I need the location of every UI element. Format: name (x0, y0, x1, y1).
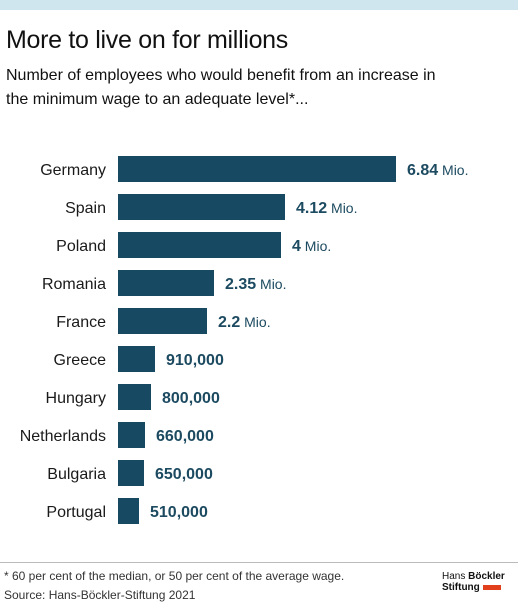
bar-spain (118, 194, 285, 220)
chart-title: More to live on for millions (6, 26, 288, 54)
bar-hungary (118, 384, 151, 410)
bar-france (118, 308, 207, 334)
chart-subtitle: Number of employees who would benefit fr… (6, 67, 436, 108)
value-label-netherlands: 660,000 (156, 428, 214, 445)
category-label-germany: Germany (40, 162, 106, 179)
value-label-germany: 6.84 Mio. (407, 162, 468, 179)
hans-boeckler-logo: Hans Böckler Stiftung (442, 571, 512, 593)
footnote: * 60 per cent of the median, or 50 per c… (4, 569, 345, 583)
source-note: Source: Hans-Böckler-Stiftung 2021 (4, 588, 196, 602)
category-label-romania: Romania (42, 276, 106, 293)
bar-poland (118, 232, 281, 258)
category-label-greece: Greece (54, 352, 107, 369)
value-label-greece: 910,000 (166, 352, 224, 369)
category-label-spain: Spain (65, 200, 106, 217)
logo-text-boeckler: Böckler (468, 571, 505, 582)
top-accent-bar (0, 0, 518, 10)
footer-divider (0, 562, 518, 563)
bar-chart: Germany 6.84 Mio. Spain 4.12 Mio. Poland 4 Mi… (20, 156, 468, 524)
category-label-france: France (56, 314, 106, 331)
bar-bulgaria (118, 460, 144, 486)
category-label-poland: Poland (56, 238, 106, 255)
logo-accent-bar (482, 585, 501, 590)
value-label-romania: 2.35 Mio. (225, 276, 286, 293)
value-label-portugal: 510,000 (150, 504, 208, 521)
category-label-hungary: Hungary (46, 390, 106, 407)
bar-netherlands (118, 422, 145, 448)
category-label-bulgaria: Bulgaria (47, 466, 106, 483)
bar-romania (118, 270, 214, 296)
category-label-netherlands: Netherlands (20, 428, 106, 445)
value-label-poland: 4 Mio. (292, 238, 331, 255)
bar-greece (118, 346, 155, 372)
bar-portugal (118, 498, 139, 524)
logo-text-hans: Hans (442, 571, 469, 582)
bar-germany (118, 156, 396, 182)
value-label-france: 2.2 Mio. (218, 314, 271, 331)
value-label-spain: 4.12 Mio. (296, 200, 357, 217)
value-label-bulgaria: 650,000 (155, 466, 213, 483)
value-label-hungary: 800,000 (162, 390, 220, 407)
logo-text-stiftung: Stiftung (442, 582, 480, 593)
category-label-portugal: Portugal (46, 504, 106, 521)
